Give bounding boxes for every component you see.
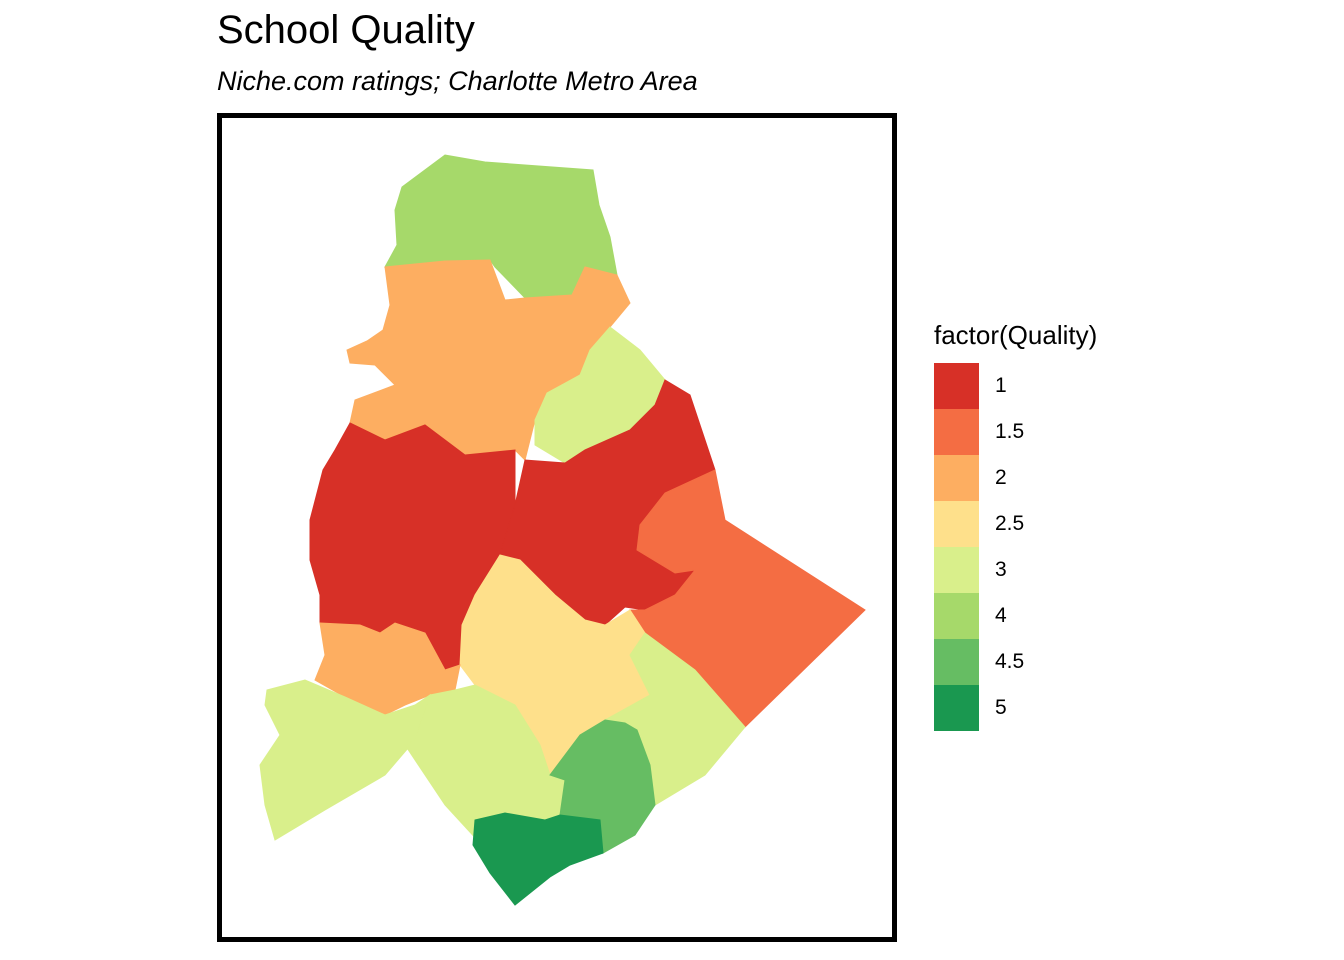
region-west xyxy=(259,679,431,841)
legend-item: 1.5 xyxy=(934,409,1097,455)
legend-item: 2 xyxy=(934,455,1097,501)
legend-label: 1 xyxy=(995,374,1007,397)
legend-label: 4.5 xyxy=(995,650,1025,673)
legend-swatch xyxy=(934,455,979,501)
map-panel xyxy=(217,113,897,942)
legend-label: 2.5 xyxy=(995,512,1025,535)
legend-swatch xyxy=(934,593,979,639)
legend-label: 4 xyxy=(995,604,1007,627)
legend-label: 1.5 xyxy=(995,420,1025,443)
legend-label: 2 xyxy=(995,466,1007,489)
legend-item: 2.5 xyxy=(934,501,1097,547)
legend-label: 5 xyxy=(995,696,1007,719)
legend-swatch xyxy=(934,639,979,685)
legend-swatch xyxy=(934,547,979,593)
chart-title: School Quality xyxy=(217,8,475,52)
choropleth-map xyxy=(259,154,866,906)
legend-items: 1 1.5 2 2.5 3 4 4.5 5 xyxy=(934,363,1097,731)
legend-swatch xyxy=(934,409,979,455)
legend-swatch xyxy=(934,501,979,547)
legend-item: 1 xyxy=(934,363,1097,409)
chart-subtitle: Niche.com ratings; Charlotte Metro Area xyxy=(217,66,698,96)
legend-swatch xyxy=(934,363,979,409)
legend-item: 3 xyxy=(934,547,1097,593)
legend: factor(Quality) 1 1.5 2 2.5 3 4 4.5 xyxy=(934,320,1097,731)
legend-swatch xyxy=(934,685,979,731)
legend-label: 3 xyxy=(995,558,1007,581)
region-far-south xyxy=(472,812,604,906)
legend-title: factor(Quality) xyxy=(934,320,1098,350)
legend-item: 4.5 xyxy=(934,639,1097,685)
legend-item: 4 xyxy=(934,593,1097,639)
legend-item: 5 xyxy=(934,685,1097,731)
region-east xyxy=(629,469,866,728)
